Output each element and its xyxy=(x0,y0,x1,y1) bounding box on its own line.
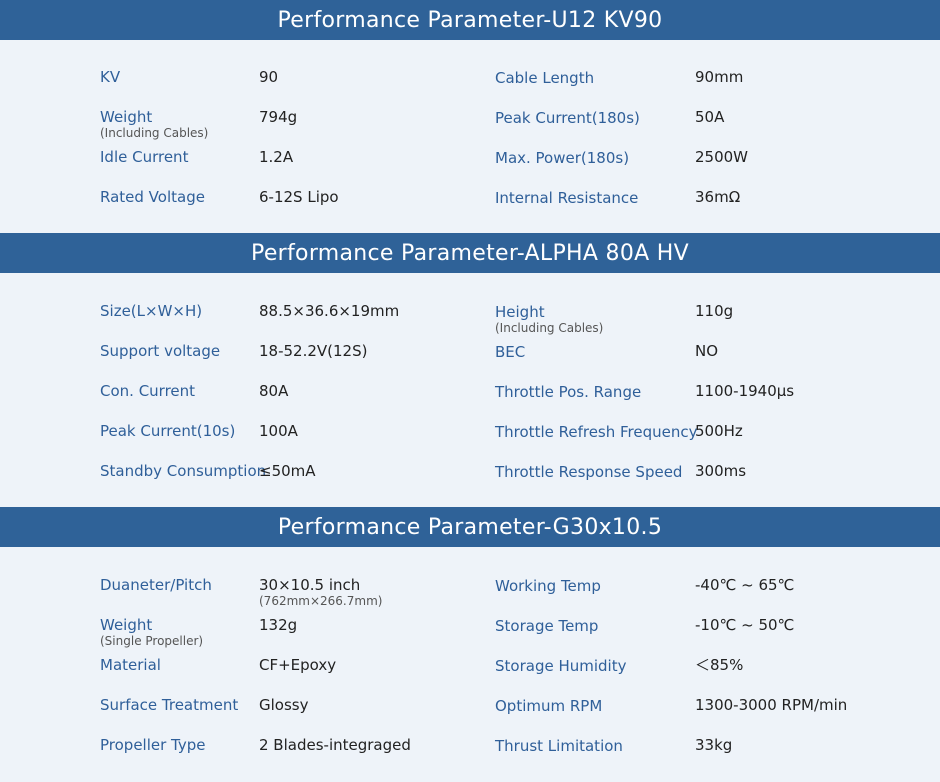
spec-value: 2500W xyxy=(695,148,749,166)
spec-label: Weight xyxy=(100,616,153,634)
spec-label: Size(L×W×H) xyxy=(100,302,203,320)
section-motor: Performance Parameter-U12 KV90 KV 90 Wei… xyxy=(0,0,940,233)
spec-note: (Single Propeller) xyxy=(100,634,204,648)
spec-value: 300ms xyxy=(695,462,747,480)
spec-label: Rated Voltage xyxy=(100,188,205,206)
spec-value: -10℃ ~ 50℃ xyxy=(695,616,795,634)
spec-label: Con. Current xyxy=(100,382,196,400)
spec-value: ≤50mA xyxy=(259,462,316,480)
spec-label: Support voltage xyxy=(100,342,221,360)
spec-value: 132g xyxy=(259,616,298,634)
spec-value: 88.5×36.6×19mm xyxy=(259,302,400,320)
spec-value: 33kg xyxy=(695,736,733,754)
spec-value-note: (762mm×266.7mm) xyxy=(259,594,383,608)
spec-value: 36mΩ xyxy=(695,188,741,206)
spec-label: Thrust Limitation xyxy=(495,737,623,755)
spec-value: NO xyxy=(695,342,719,360)
spec-label-with-note: Weight (Including Cables) xyxy=(100,108,208,140)
spec-value: 90 xyxy=(259,68,279,86)
spec-value: 1.2A xyxy=(259,148,294,166)
spec-value: 500Hz xyxy=(695,422,743,440)
spec-label: Peak Current(180s) xyxy=(495,109,640,127)
spec-value-with-note: 30×10.5 inch (762mm×266.7mm) xyxy=(259,576,382,608)
spec-label: Cable Length xyxy=(495,69,595,87)
spec-label: Working Temp xyxy=(495,577,601,595)
spec-value: CF+Epoxy xyxy=(259,656,337,674)
spec-note: (Including Cables) xyxy=(495,321,604,335)
spec-label: Surface Treatment xyxy=(100,696,239,714)
spec-value: 50A xyxy=(695,108,725,126)
spec-value: 80A xyxy=(259,382,289,400)
spec-value: 6-12S Lipo xyxy=(259,188,339,206)
spec-label: Throttle Refresh Frequency xyxy=(495,423,698,441)
spec-note: (Including Cables) xyxy=(100,126,209,140)
spec-label: Internal Resistance xyxy=(495,189,639,207)
section-esc: Performance Parameter-ALPHA 80A HV Size(… xyxy=(0,233,940,507)
section-title: Performance Parameter-U12 KV90 xyxy=(0,0,940,40)
spec-label: Propeller Type xyxy=(100,736,206,754)
spec-label: Throttle Pos. Range xyxy=(495,383,642,401)
spec-value: 1300-3000 RPM/min xyxy=(695,696,848,714)
spec-label: Standby Consumption xyxy=(100,462,267,480)
spec-label: Material xyxy=(100,656,161,674)
spec-label: KV xyxy=(100,68,121,86)
spec-label: Throttle Response Speed xyxy=(495,463,683,481)
spec-value: 90mm xyxy=(695,68,744,86)
spec-value: 110g xyxy=(695,302,734,320)
section-title: Performance Parameter-ALPHA 80A HV xyxy=(0,233,940,273)
spec-label: Optimum RPM xyxy=(495,697,603,715)
spec-label: Storage Humidity xyxy=(495,657,627,675)
spec-label: Height xyxy=(495,303,545,321)
spec-label-with-note: Height (Including Cables) xyxy=(495,303,603,335)
spec-label: Storage Temp xyxy=(495,617,599,635)
spec-label: BEC xyxy=(495,343,526,361)
spec-value: 100A xyxy=(259,422,298,440)
spec-label-with-note: Weight (Single Propeller) xyxy=(100,616,203,648)
section-propeller: Performance Parameter-G30x10.5 Duaneter/… xyxy=(0,507,940,782)
spec-value: 2 Blades-integraged xyxy=(259,736,411,754)
spec-value: -40℃ ~ 65℃ xyxy=(695,576,795,594)
spec-value: 1100-1940μs xyxy=(695,382,795,400)
spec-label: Peak Current(10s) xyxy=(100,422,236,440)
spec-label: Max. Power(180s) xyxy=(495,149,630,167)
spec-label: Idle Current xyxy=(100,148,189,166)
section-title: Performance Parameter-G30x10.5 xyxy=(0,507,940,547)
spec-label: Weight xyxy=(100,108,153,126)
spec-value: ＜85% xyxy=(695,656,744,674)
spec-value: 30×10.5 inch xyxy=(259,576,361,594)
spec-label: Duaneter/Pitch xyxy=(100,576,212,594)
spec-value: 794g xyxy=(259,108,298,126)
spec-value: Glossy xyxy=(259,696,309,714)
spec-value: 18-52.2V(12S) xyxy=(259,342,368,360)
